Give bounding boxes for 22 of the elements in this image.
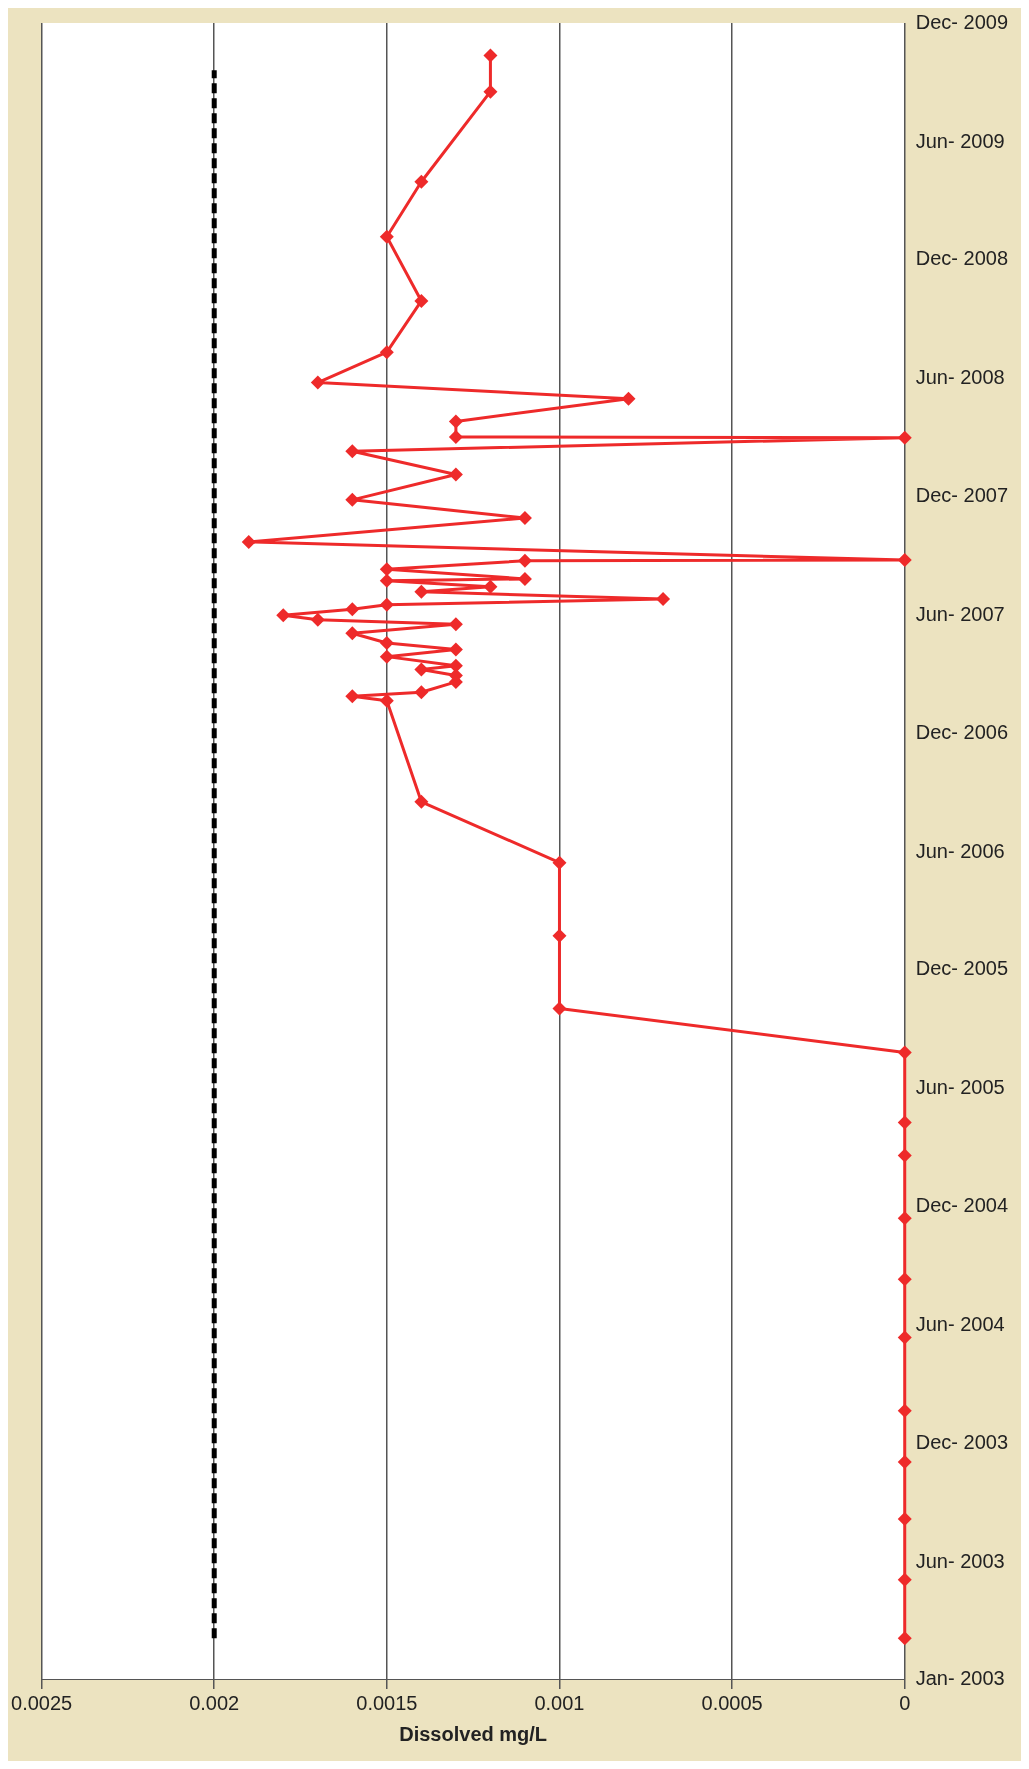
x-tick-label: 0.001: [534, 1691, 585, 1714]
y-tick-label: Jun- 2003: [915, 1549, 1005, 1572]
y-tick-label: Jun- 2004: [915, 1312, 1005, 1335]
y-tick-label: Jun- 2008: [915, 366, 1005, 389]
y-tick-label: Dec- 2007: [915, 484, 1009, 507]
y-tick-label: Dec- 2006: [915, 720, 1009, 743]
x-tick-label: 0.0005: [701, 1691, 763, 1714]
x-tick-label: 0.0015: [356, 1691, 418, 1714]
y-tick-label: Dec- 2008: [915, 246, 1009, 269]
y-tick-label: Jun- 2005: [915, 1076, 1005, 1099]
x-tick-label: 0.0025: [11, 1691, 73, 1714]
y-tick-label: Jun- 2007: [915, 603, 1005, 626]
y-tick-label: Dec- 2005: [915, 957, 1009, 980]
x-tick-label: 0.002: [189, 1691, 240, 1714]
y-tick-label: Jun- 2009: [915, 129, 1005, 152]
y-tick-label: Dec- 2004: [915, 1193, 1009, 1216]
x-axis-title: Dissolved mg/L: [399, 1722, 548, 1745]
y-tick-label: Dec- 2009: [915, 10, 1009, 33]
y-tick-label: Jun- 2006: [915, 839, 1005, 862]
y-tick-label: Dec- 2003: [915, 1430, 1009, 1453]
y-tick-label: Jan- 2003: [915, 1666, 1005, 1689]
x-tick-label: 0: [899, 1691, 911, 1714]
